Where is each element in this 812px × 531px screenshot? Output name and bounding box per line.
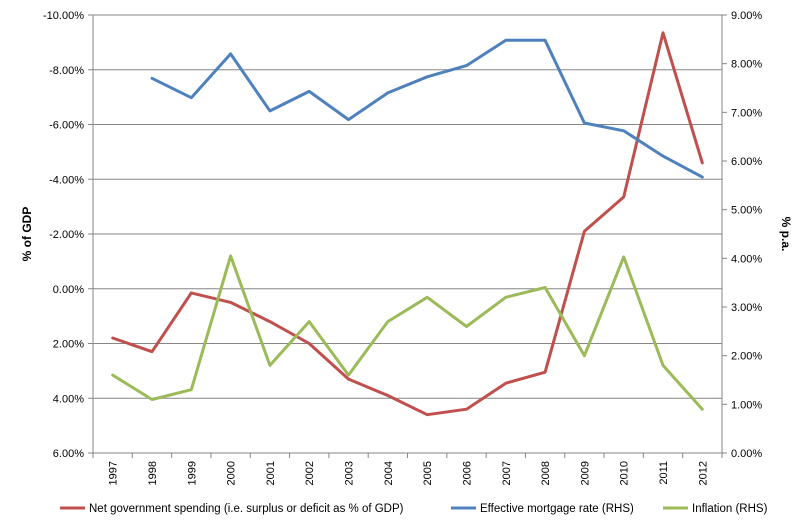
left-tick-label: -8.00% [49,65,84,77]
x-tick-label: 2006 [461,461,473,485]
x-tick-label: 2007 [501,461,513,485]
x-tick-label: 2001 [265,461,277,485]
x-tick-label: 2005 [422,461,434,485]
right-tick-label: 9.00% [731,10,762,22]
x-tick-label: 2002 [304,461,316,485]
x-tick-label: 2009 [579,461,591,485]
gridlines [88,14,727,458]
left-tick-label: -6.00% [49,120,84,132]
x-tick-label: 1998 [147,461,159,485]
right-tick-label: 6.00% [731,156,762,168]
x-tick-label: 2008 [540,461,552,485]
right-tick-label: 4.00% [731,253,762,265]
left-tick-label: -10.00% [43,10,84,22]
right-tick-label: 7.00% [731,107,762,119]
left-tick-label: 0.00% [53,284,84,296]
x-tick-label: 2004 [383,461,395,485]
left-tick-label: 4.00% [53,393,84,405]
series-line-1 [111,31,704,417]
left-tick-label: 6.00% [53,448,84,460]
left-tick-label: -2.00% [49,229,84,241]
legend-label: Net government spending (i.e. surplus or… [89,503,404,515]
right-tick-label: 2.00% [731,351,762,363]
x-tick-label: 2011 [658,461,670,485]
series-line-3 [111,254,704,411]
right-tick-label: 5.00% [731,205,762,217]
right-tick-label: 8.00% [731,59,762,71]
x-tick-label: 2003 [344,461,356,485]
left-tick-label: -4.00% [49,174,84,186]
right-tick-label: 0.00% [731,448,762,460]
legend: Net government spending (i.e. surplus or… [60,503,768,515]
x-tick-label: 2010 [619,461,631,485]
x-tick-label: 1999 [186,461,198,485]
right-tick-label: 3.00% [731,302,762,314]
left-axis-title: % of GDP [20,207,34,262]
x-tick-label: 1997 [108,461,120,485]
series-lines [111,31,704,417]
x-tick-label: 2000 [226,461,238,485]
x-tick-label: 2012 [697,461,709,485]
legend-label: Effective mortgage rate (RHS) [480,503,634,515]
right-tick-label: 1.00% [731,399,762,411]
series-line-2 [150,38,704,179]
right-axis-title: % p.a. [779,217,793,252]
left-tick-label: 2.00% [53,339,84,351]
tick-labels: -10.00% -8.00% -6.00% -4.00% -2.00% 0.00% 2.00… [43,10,762,485]
legend-label: Inflation (RHS) [692,503,768,515]
